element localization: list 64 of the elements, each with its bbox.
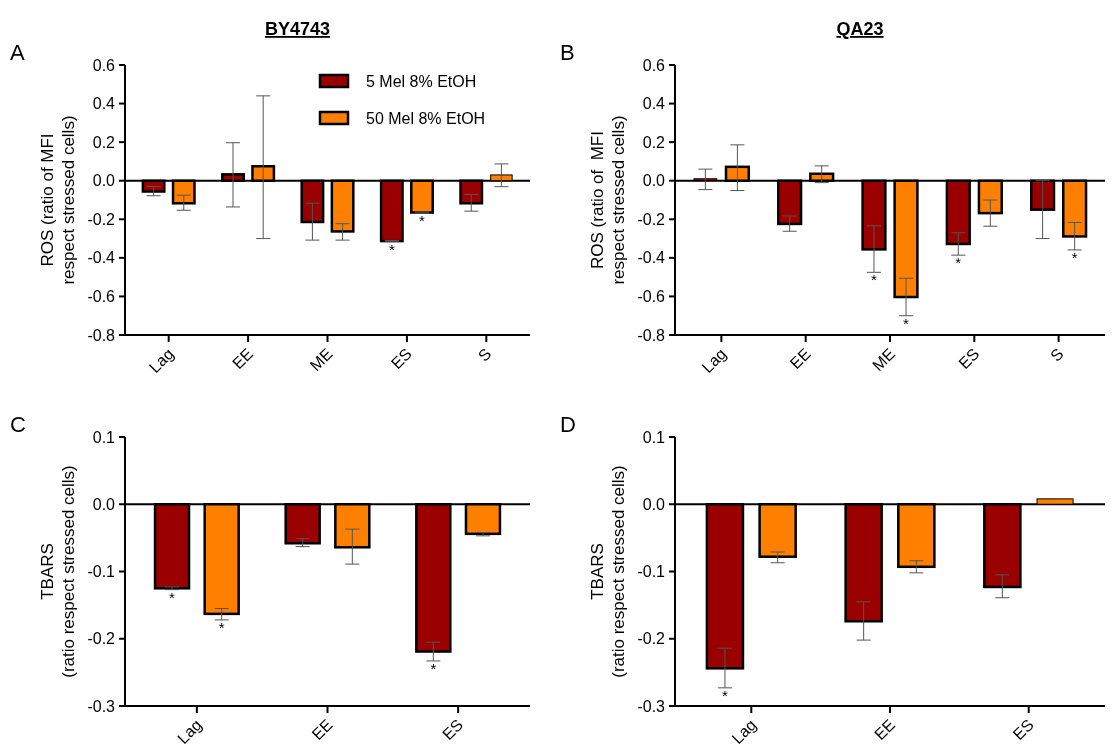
x-tick-label: EE — [786, 345, 814, 373]
data-label: * — [430, 659, 437, 677]
y-tick-label: -0.1 — [637, 563, 666, 581]
data-label: * — [955, 254, 962, 272]
legend-label: 50 Mel 8% EtOH — [366, 109, 486, 127]
y-axis-title: ROS (ratio of MFI respect stressed cells) — [38, 115, 78, 285]
x-tick-label: EE — [229, 345, 257, 373]
y-tick-label: 0.1 — [92, 428, 116, 446]
y-tick-label: -0.6 — [87, 288, 116, 306]
x-tick-label: S — [1047, 345, 1067, 365]
y-tick-label: -0.4 — [637, 249, 666, 267]
x-tick-label: ME — [869, 345, 899, 375]
y-tick-label: -0.2 — [87, 210, 116, 228]
y-axis-title: TBARS (ratio respect stressed cells) — [38, 465, 78, 678]
y-tick-label: 0.0 — [92, 172, 116, 190]
y-tick-label: -0.8 — [87, 326, 116, 344]
x-tick-label: ES — [387, 345, 416, 373]
y-tick-label: -0.1 — [87, 563, 116, 581]
data-label: * — [903, 314, 910, 332]
data-label: * — [419, 212, 426, 230]
y-tick-label: -0.2 — [87, 630, 116, 648]
x-tick-label: EE — [871, 716, 899, 744]
y-axis-title: TBARS (ratio respect stressed cells) — [588, 465, 628, 678]
data-label: * — [871, 271, 878, 289]
data-label: * — [169, 588, 176, 606]
chart-title: BY4743 — [264, 19, 331, 39]
y-tick-label: 0.2 — [642, 133, 666, 151]
legend-label: 5 Mel 8% EtOH — [366, 72, 477, 90]
y-tick-label: -0.4 — [87, 249, 116, 267]
y-tick-label: 0.6 — [92, 56, 116, 74]
y-tick-label: -0.3 — [87, 697, 116, 715]
y-tick-label: 0.6 — [642, 56, 666, 74]
chart-title: QA23 — [836, 19, 884, 39]
x-tick-label: ES — [1009, 716, 1037, 744]
x-tick-label: Lag — [698, 345, 730, 376]
y-tick-label: 0.4 — [642, 95, 666, 113]
x-tick-label: ES — [955, 345, 983, 373]
text: C — [10, 412, 26, 437]
x-tick-label: Lag — [145, 345, 177, 376]
y-tick-label: 0.1 — [642, 428, 666, 446]
x-tick-label: Lag — [728, 716, 760, 747]
y-tick-label: 0.0 — [92, 495, 116, 513]
y-tick-label: -0.2 — [637, 630, 666, 648]
y-tick-label: -0.8 — [637, 326, 666, 344]
y-tick-label: 0.4 — [92, 95, 116, 113]
y-tick-label: -0.6 — [637, 288, 666, 306]
y-axis-title: ROS (ratio of MFI respect stressed cells) — [588, 115, 628, 285]
y-tick-label: 0.0 — [642, 495, 666, 513]
data-label: * — [388, 240, 395, 258]
text: A — [10, 40, 25, 65]
x-tick-label: Lag — [174, 716, 205, 747]
x-tick-label: S — [474, 345, 495, 365]
y-tick-label: 0.2 — [92, 133, 116, 151]
x-tick-label: EE — [308, 716, 336, 744]
data-label: * — [1071, 248, 1078, 266]
y-tick-label: 0.0 — [642, 172, 666, 190]
data-label: * — [218, 618, 225, 636]
text: D — [560, 412, 576, 437]
x-tick-label: ES — [439, 716, 467, 744]
text: B — [560, 40, 575, 65]
data-label: * — [722, 686, 729, 704]
y-tick-label: -0.2 — [637, 210, 666, 228]
y-tick-label: -0.3 — [637, 697, 666, 715]
x-tick-label: ME — [306, 345, 336, 375]
